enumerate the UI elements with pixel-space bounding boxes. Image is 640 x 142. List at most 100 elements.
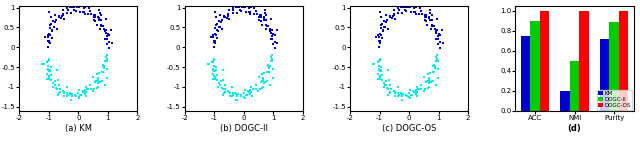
Point <box>396 1 406 3</box>
Bar <box>570 61 579 111</box>
Point <box>258 77 268 80</box>
Point <box>239 97 250 99</box>
Point <box>420 19 430 21</box>
Point <box>209 36 219 38</box>
Point <box>227 95 237 97</box>
Point <box>266 38 276 40</box>
Point <box>259 15 269 18</box>
Point <box>373 34 383 36</box>
Point <box>377 74 387 77</box>
Point <box>269 47 280 50</box>
Point <box>404 6 415 8</box>
Point <box>430 65 440 67</box>
Point <box>393 86 403 88</box>
Point <box>241 11 251 13</box>
Point <box>96 25 106 27</box>
Point <box>438 42 448 44</box>
Point <box>428 71 438 73</box>
Point <box>93 17 104 20</box>
Point <box>47 86 58 89</box>
Point <box>209 58 220 60</box>
Point <box>263 25 273 27</box>
Point <box>62 6 72 8</box>
Point <box>44 59 54 62</box>
Point <box>246 91 257 93</box>
Point <box>374 36 384 38</box>
Point <box>45 24 56 27</box>
X-axis label: (c) DOGC-OS: (c) DOGC-OS <box>382 124 436 133</box>
Point <box>216 21 226 23</box>
Point <box>81 3 92 5</box>
Point <box>390 91 400 93</box>
Point <box>375 39 385 42</box>
Point <box>373 78 383 80</box>
Point <box>218 88 228 90</box>
Point <box>101 54 111 56</box>
Point <box>220 16 230 18</box>
Point <box>424 85 434 88</box>
Point <box>211 69 221 72</box>
Point <box>101 18 111 20</box>
Point <box>414 13 424 15</box>
Point <box>406 94 417 96</box>
Point <box>71 5 81 8</box>
Point <box>379 20 389 22</box>
Point <box>80 89 90 91</box>
Point <box>100 56 111 58</box>
Point <box>241 94 251 96</box>
Point <box>79 93 90 95</box>
Point <box>66 12 76 14</box>
Point <box>205 36 216 39</box>
Point <box>218 69 228 71</box>
Point <box>429 64 439 67</box>
Point <box>102 68 112 70</box>
Point <box>210 39 220 42</box>
Bar <box>531 21 540 111</box>
Point <box>96 23 106 26</box>
Point <box>62 95 72 97</box>
Point <box>50 21 60 23</box>
Point <box>43 36 53 38</box>
Point <box>107 42 117 44</box>
Point <box>60 95 70 97</box>
Point <box>400 6 410 8</box>
Point <box>234 9 244 11</box>
Point <box>67 95 77 97</box>
Point <box>396 6 406 8</box>
Point <box>257 80 267 83</box>
Point <box>218 93 228 96</box>
Point <box>257 73 268 75</box>
Point <box>209 11 220 14</box>
Point <box>376 24 386 27</box>
Point <box>233 93 243 95</box>
Point <box>42 61 52 63</box>
Point <box>376 27 386 29</box>
Point <box>67 6 77 8</box>
Point <box>54 16 65 18</box>
Point <box>250 84 260 86</box>
Point <box>268 32 278 35</box>
Point <box>424 72 435 75</box>
Point <box>433 60 443 62</box>
Point <box>227 92 237 94</box>
Point <box>262 71 273 73</box>
Point <box>400 9 410 11</box>
Point <box>85 10 95 12</box>
Point <box>232 99 242 101</box>
Point <box>427 23 437 26</box>
Point <box>397 12 407 14</box>
Point <box>210 78 220 80</box>
Point <box>259 19 269 22</box>
Point <box>388 90 399 92</box>
X-axis label: (a) KM: (a) KM <box>65 124 92 133</box>
Point <box>66 99 76 101</box>
Point <box>62 7 72 9</box>
Point <box>234 6 244 8</box>
Point <box>218 79 228 81</box>
Point <box>404 91 414 94</box>
Point <box>377 79 387 81</box>
Point <box>208 60 218 62</box>
Point <box>378 30 388 33</box>
Point <box>435 41 445 43</box>
Point <box>401 10 412 12</box>
